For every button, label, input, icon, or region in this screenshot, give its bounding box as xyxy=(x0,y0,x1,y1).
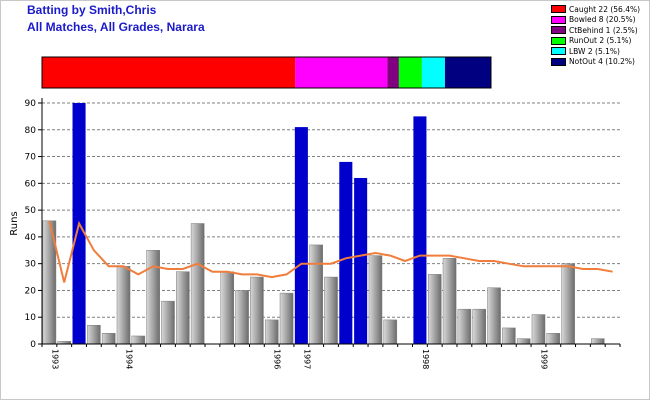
legend-item: CtBehind 1 (2.5%) xyxy=(551,25,640,36)
bar-innings xyxy=(176,271,190,345)
bar-innings xyxy=(131,335,146,345)
bar-innings xyxy=(324,276,338,345)
stack-border xyxy=(41,56,492,89)
bar-innings xyxy=(264,319,279,345)
legend-label: NotOut 4 (10.2%) xyxy=(569,57,635,67)
x-tick-label: 1994 xyxy=(125,349,134,369)
bar-innings xyxy=(383,319,398,345)
legend-item: Bowled 8 (20.5%) xyxy=(551,15,640,26)
legend-item: RunOut 2 (5.1%) xyxy=(551,36,640,47)
bar-innings xyxy=(250,276,264,345)
stack-segment-ctbehind xyxy=(387,57,399,88)
bar-innings xyxy=(220,271,235,345)
bar-innings xyxy=(309,244,323,345)
legend-swatch xyxy=(551,47,566,56)
bar-innings xyxy=(116,266,131,345)
bar-innings xyxy=(457,308,472,345)
legend-label: CtBehind 1 (2.5%) xyxy=(569,25,638,35)
x-tick-label: 1993 xyxy=(50,349,59,369)
bar-innings xyxy=(487,287,501,345)
bar-innings xyxy=(161,300,175,345)
stack-segment-runout xyxy=(398,57,422,88)
legend-swatch xyxy=(551,57,566,66)
x-tick-label: 1996 xyxy=(273,349,282,369)
legend-swatch xyxy=(551,26,566,35)
y-tick-label: 60 xyxy=(25,179,37,189)
y-tick-label: 90 xyxy=(25,99,37,109)
legend-item: Caught 22 (56.4%) xyxy=(551,4,640,15)
y-tick-label: 40 xyxy=(25,233,37,243)
average-line xyxy=(48,220,613,283)
y-tick-label: 0 xyxy=(30,340,36,350)
stack-segment-notout xyxy=(444,57,491,88)
legend-label: RunOut 2 (5.1%) xyxy=(569,36,632,46)
legend-label: Bowled 8 (20.5%) xyxy=(569,15,636,25)
legend-item: LBW 2 (5.1%) xyxy=(551,46,640,57)
legend-swatch xyxy=(551,36,566,45)
stack-segment-bowled xyxy=(295,57,388,88)
stack-segment-lbw xyxy=(421,57,445,88)
y-tick-label: 30 xyxy=(25,260,37,270)
bar-not-out xyxy=(294,127,308,344)
bar-innings xyxy=(427,274,442,345)
legend-item: NotOut 4 (10.2%) xyxy=(551,57,640,68)
y-axis-label: Runs xyxy=(9,211,20,235)
y-tick-label: 50 xyxy=(25,206,37,216)
y-tick-label: 10 xyxy=(25,313,37,323)
legend: Caught 22 (56.4%) Bowled 8 (20.5%) CtBehin… xyxy=(551,4,640,67)
bar-innings xyxy=(546,333,561,345)
bar-innings xyxy=(561,263,575,345)
bar-innings xyxy=(368,255,383,345)
legend-label: LBW 2 (5.1%) xyxy=(569,46,620,56)
bar-innings xyxy=(502,327,516,345)
legend-label: Caught 22 (56.4%) xyxy=(569,4,641,14)
stack-segment-caught xyxy=(42,57,296,88)
bar-not-out xyxy=(354,177,368,344)
y-tick-label: 70 xyxy=(25,153,37,163)
bar-innings xyxy=(190,223,205,345)
y-tick-label: 20 xyxy=(25,286,37,296)
chart-subtitle: All Matches, All Grades, Narara xyxy=(27,20,205,34)
bar-innings xyxy=(146,250,160,345)
bar-innings xyxy=(235,290,249,345)
bar-innings xyxy=(101,333,116,345)
bar-not-out xyxy=(339,161,353,344)
bar-innings xyxy=(87,325,101,345)
x-tick-label: 1999 xyxy=(539,349,548,369)
chart-title: Batting by Smith,Chris xyxy=(27,3,157,17)
bar-not-out xyxy=(413,116,427,344)
legend-swatch xyxy=(551,5,566,14)
bar-innings xyxy=(516,338,531,345)
x-tick-label: 1997 xyxy=(302,349,311,369)
bar-innings xyxy=(590,338,605,345)
bar-innings xyxy=(442,258,457,345)
bar-innings xyxy=(279,292,294,345)
x-tick-label: 1998 xyxy=(421,349,430,369)
y-tick-label: 80 xyxy=(25,126,37,136)
bar-innings xyxy=(531,314,546,345)
legend-swatch xyxy=(551,15,566,24)
bar-innings xyxy=(472,308,486,345)
